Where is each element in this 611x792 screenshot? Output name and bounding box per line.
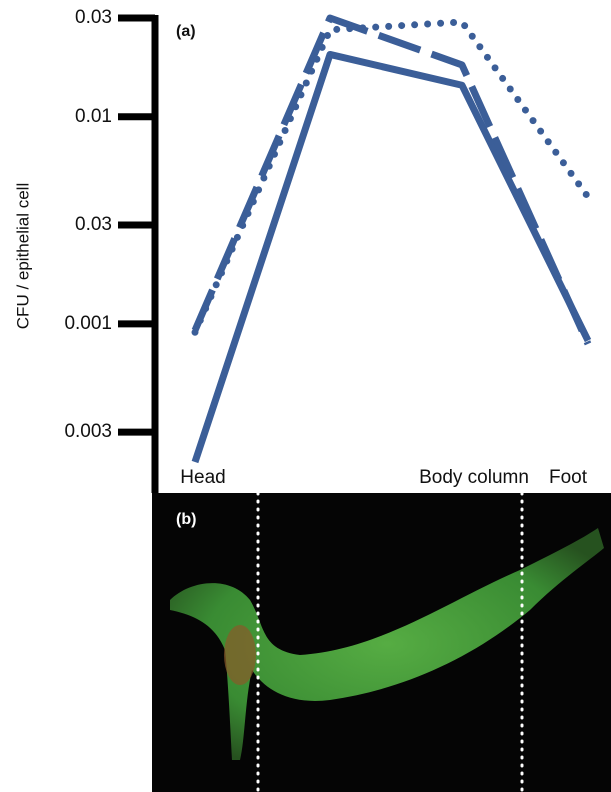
hypostome [224,625,256,685]
y-tick-label: 0.01 [75,106,112,127]
y-tick-label: 0.03 [75,7,112,28]
plot-area: 0.03 0.01 0.03 0.001 0.003 Head Foot Body colum… [64,7,592,493]
x-tick-label: Head [180,467,225,488]
data-line [191,18,592,336]
x-annotation: Body column [419,467,529,488]
hydra-body [170,528,604,760]
y-tick-label: 0.001 [64,313,112,334]
data-line [191,14,592,346]
y-tick-label: 0.003 [64,421,112,442]
y-tick-label: 0.03 [75,214,112,235]
x-tick-label: Foot [549,467,588,488]
y-axis-title: CFU / epithelial cell [13,183,32,329]
data-line [191,50,592,464]
micrograph: (b) [152,491,611,792]
panel-label: (b) [176,511,196,528]
panel-label: (a) [176,23,196,40]
